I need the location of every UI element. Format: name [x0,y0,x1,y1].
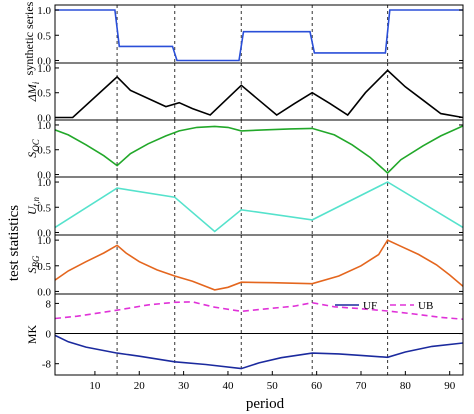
y-axis-label-utn: Ut,n [25,197,41,215]
y-tick-label: 1.0 [37,5,51,17]
panel-frame [54,176,464,236]
y-tick-label: 0.0 [37,227,51,239]
y-axis-label-sbg: SBG [25,255,41,273]
x-tick-label: 30 [178,380,190,392]
series-line-sbg-0 [55,239,463,291]
series-line-mk-0 [55,334,463,370]
panel-frame [54,4,464,64]
y-tick-label: 0.5 [37,202,51,214]
y-tick-label: -8 [42,359,52,371]
legend-label-UF: UF [363,300,377,312]
y-axis-label-mk: MK [25,325,39,345]
y-tick-label: 0.0 [37,113,51,125]
y-tick-label: 0.0 [37,55,51,67]
x-axis-label: period [246,396,285,412]
x-tick-label: 70 [356,380,368,392]
panel-dm: 0.0 0.5 1.0 ΔMi [25,62,464,125]
series-line-soc-0 [55,125,463,175]
y-tick-label: 0.0 [37,286,51,298]
y-tick-label: 1.0 [37,235,51,247]
panel-frame [54,234,464,295]
group-y-label: test statistics [6,205,22,281]
y-axis-label-series: synthetic series 2 [22,0,36,75]
x-tick-label: 80 [400,380,412,392]
y-tick-label: 1.0 [37,120,51,132]
series-line-dm-0 [55,69,463,119]
panel-mk: -8 0 8 MK UF UB [25,293,464,376]
y-tick-label: 0.5 [37,145,51,157]
panel-frame [54,293,464,376]
y-tick-label: 0.5 [37,88,51,100]
panel-soc: 0.0 0.5 1.0 SOC [25,119,464,182]
y-tick-label: 0 [46,329,52,341]
x-tick-label: 60 [311,380,323,392]
x-axis: 10 20 30 40 50 60 70 80 90 [89,371,456,392]
y-axis-label-dm: ΔMi [25,81,41,102]
y-tick-label: 0.5 [37,261,51,273]
x-tick-label: 50 [267,380,279,392]
y-tick-label: 0.5 [37,30,51,42]
y-tick-label: 1.0 [37,177,51,189]
y-tick-label: 1.0 [37,63,51,75]
panel-frame [54,119,464,178]
y-axis-label-soc: SOC [25,138,41,157]
panel-frame [54,62,464,121]
panel-sbg: 0.0 0.5 1.0 SBG [25,234,464,298]
y-tick-label: 8 [46,298,52,310]
legend: UF UB [335,300,433,312]
x-tick-label: 20 [134,380,146,392]
y-tick-label: 0.0 [37,170,51,182]
x-tick-label: 90 [444,380,456,392]
series-line-series-0 [55,9,463,62]
x-tick-label: 40 [222,380,234,392]
panel-utn: 0.0 0.5 1.0 Ut,n [25,176,464,239]
series-line-utn-0 [55,181,463,233]
legend-label-UB: UB [418,300,433,312]
x-tick-label: 10 [89,380,101,392]
series-line-mk-1 [55,301,463,320]
